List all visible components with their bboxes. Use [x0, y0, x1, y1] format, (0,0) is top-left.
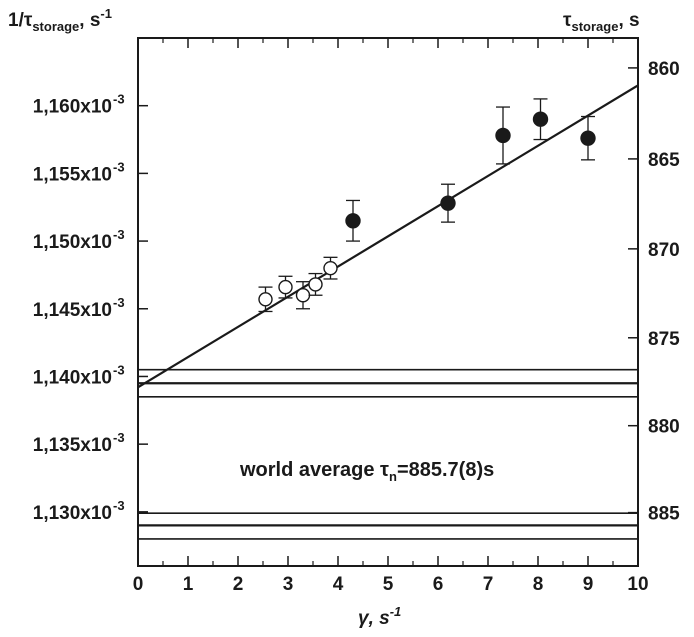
x-tick-label: 8 [533, 574, 544, 595]
x-tick-label: 4 [333, 574, 344, 595]
y-right-tick-label: 870 [648, 240, 680, 261]
band-lines [138, 368, 638, 540]
y-left-tick-label: 1,155x10 [33, 164, 112, 185]
x-tick-label: 3 [283, 574, 294, 595]
right-axis-title-main: τ [563, 10, 572, 31]
left-axis-title-sub: storage [32, 19, 79, 34]
y-left-tick-label: 1,145x10 [33, 300, 112, 321]
tick-marks [137, 38, 639, 566]
right-axis-title-unit: , s [618, 10, 639, 31]
y-left-tick-label: 1,130x10 [33, 503, 112, 524]
left-axis-title: 1/τstorage, s-1 [8, 6, 112, 34]
filled-point-2 [440, 183, 456, 223]
open-point-1 [258, 286, 273, 313]
left-axis-title-unit: , s [79, 10, 100, 31]
annotation-sub: n [389, 469, 397, 484]
right-axis-title: τstorage, s [563, 10, 640, 34]
left-axis-title-main: 1/τ [8, 10, 33, 31]
y-right-tick-label: 860 [648, 59, 680, 80]
point-marker [323, 260, 338, 276]
point-marker [532, 111, 549, 127]
world-average-annotation: world average τn=885.7(8)s [239, 459, 494, 484]
filled-point-5 [580, 115, 596, 161]
filled-point-3 [495, 106, 511, 165]
y-right-tick-label: 875 [648, 329, 680, 350]
filled-point-4 [532, 98, 549, 141]
x-tick-label: 9 [583, 574, 594, 595]
y-right-tick-label: 885 [648, 504, 680, 525]
point-marker [345, 213, 361, 229]
plot-frame [137, 37, 639, 567]
point-marker [295, 288, 311, 303]
x-tick-label: 0 [133, 574, 144, 595]
left-axis-title-sup: -1 [100, 6, 112, 21]
annotation-tail: =885.7(8)s [397, 459, 494, 481]
y-left-tick-exponent: -3 [113, 227, 125, 242]
open-point-5 [323, 256, 338, 280]
y-left-tick-label: 1,140x10 [33, 367, 112, 388]
y-left-tick-label: 1,160x10 [33, 97, 112, 118]
y-left-tick-exponent: -3 [113, 362, 125, 377]
y-right-tick-label: 865 [648, 150, 680, 171]
open-point-4 [308, 272, 323, 296]
annotation-main: world average τ [239, 459, 389, 481]
y-left-tick-exponent: -3 [113, 430, 125, 445]
right-axis-title-sub: storage [571, 19, 618, 34]
x-axis-title-sup: -1 [390, 604, 402, 619]
x-tick-label: 7 [483, 574, 494, 595]
fit-line [137, 84, 639, 389]
point-marker [580, 130, 596, 146]
y-left-tick-label: 1,135x10 [33, 435, 112, 456]
fit-line-group [137, 84, 639, 389]
x-tick-label: 1 [183, 574, 194, 595]
tick-labels: 0 1 2 3 4 5 6 7 8 9 101,130x10 -31,135x10 -31,140x10… [33, 59, 680, 595]
point-marker [278, 279, 293, 295]
point-marker [308, 277, 323, 292]
data-points [258, 98, 596, 313]
y-left-tick-exponent: -3 [113, 295, 125, 310]
x-tick-label: 6 [433, 574, 444, 595]
y-right-tick-label: 880 [648, 417, 680, 438]
y-left-tick-exponent: -3 [113, 498, 125, 513]
x-tick-label: 5 [383, 574, 394, 595]
y-left-tick-exponent: -3 [113, 92, 125, 107]
x-tick-label: 2 [233, 574, 244, 595]
y-left-tick-label: 1,150x10 [33, 232, 112, 253]
point-marker [495, 127, 511, 144]
x-tick-label: 10 [627, 574, 648, 595]
point-marker [440, 195, 456, 211]
point-marker [258, 292, 273, 307]
filled-point-1 [345, 199, 361, 242]
x-axis-title-main: γ, s [358, 608, 390, 629]
x-axis-title: γ, s-1 [358, 604, 401, 629]
y-left-tick-exponent: -3 [113, 159, 125, 174]
open-point-2 [278, 275, 293, 299]
